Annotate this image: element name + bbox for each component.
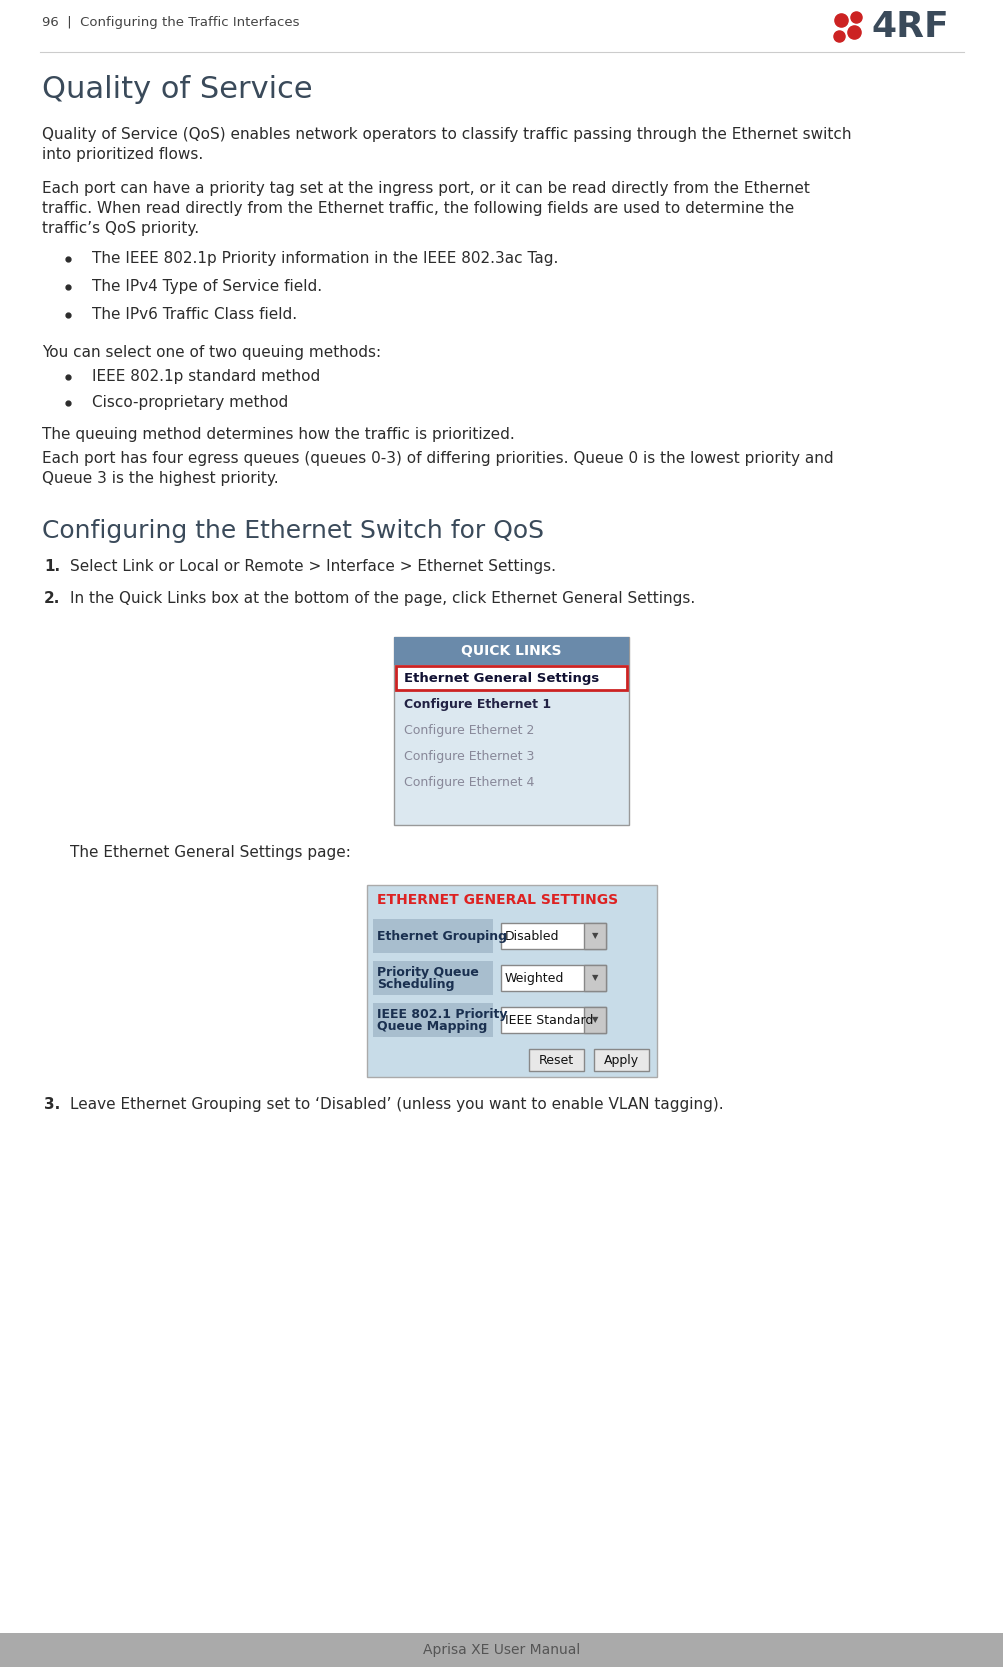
Bar (0, 1634, 1003, 1667)
Text: IEEE Standard: IEEE Standard (505, 1014, 593, 1027)
Text: Configure Ethernet 1: Configure Ethernet 1 (403, 697, 551, 710)
Bar (373, 919, 492, 954)
Text: traffic. When read directly from the Ethernet traffic, the following fields are : traffic. When read directly from the Eth… (42, 202, 793, 217)
Text: Ethernet General Settings: Ethernet General Settings (403, 672, 599, 685)
Text: Apply: Apply (604, 1054, 639, 1067)
Text: Disabled: Disabled (505, 930, 559, 942)
Text: The IPv6 Traffic Class field.: The IPv6 Traffic Class field. (92, 307, 297, 322)
Bar (373, 1004, 492, 1037)
Text: Each port has four egress queues (queues 0-3) of differing priorities. Queue 0 i: Each port has four egress queues (queues… (42, 452, 832, 467)
Bar (393, 637, 628, 825)
Text: Ethernet Grouping: Ethernet Grouping (376, 930, 507, 942)
Text: The Ethernet General Settings page:: The Ethernet General Settings page: (70, 845, 350, 860)
Text: 2.: 2. (44, 592, 60, 607)
Text: QUICK LINKS: QUICK LINKS (460, 643, 562, 658)
Bar (529, 1049, 584, 1070)
Text: Reset: Reset (539, 1054, 574, 1067)
Text: Configure Ethernet 4: Configure Ethernet 4 (403, 775, 534, 788)
Text: ETHERNET GENERAL SETTINGS: ETHERNET GENERAL SETTINGS (376, 894, 618, 907)
Bar (500, 924, 606, 949)
Text: The IEEE 802.1p Priority information in the IEEE 802.3ac Tag.: The IEEE 802.1p Priority information in … (92, 252, 558, 267)
Text: Queue 3 is the highest priority.: Queue 3 is the highest priority. (42, 472, 279, 487)
Bar (584, 965, 606, 990)
Text: Configure Ethernet 2: Configure Ethernet 2 (403, 723, 534, 737)
Bar (500, 965, 606, 990)
Text: Each port can have a priority tag set at the ingress port, or it can be read dir: Each port can have a priority tag set at… (42, 182, 809, 197)
Bar (393, 637, 628, 665)
Text: The queuing method determines how the traffic is prioritized.: The queuing method determines how the tr… (42, 427, 515, 442)
Text: 96  |  Configuring the Traffic Interfaces: 96 | Configuring the Traffic Interfaces (42, 15, 299, 28)
Bar (500, 1007, 606, 1034)
Text: Priority Queue: Priority Queue (376, 965, 478, 979)
Text: 4RF: 4RF (871, 10, 948, 43)
Bar (373, 960, 492, 995)
Text: Cisco-proprietary method: Cisco-proprietary method (92, 395, 288, 410)
Bar (584, 1007, 606, 1034)
Text: Leave Ethernet Grouping set to ‘Disabled’ (unless you want to enable VLAN taggin: Leave Ethernet Grouping set to ‘Disabled… (70, 1097, 723, 1112)
Text: Configure Ethernet 3: Configure Ethernet 3 (403, 750, 534, 762)
Text: Configuring the Ethernet Switch for QoS: Configuring the Ethernet Switch for QoS (42, 518, 544, 543)
Bar (395, 667, 627, 690)
Text: Queue Mapping: Queue Mapping (376, 1020, 486, 1032)
Text: Quality of Service (QoS) enables network operators to classify traffic passing t: Quality of Service (QoS) enables network… (42, 127, 851, 142)
Text: In the Quick Links box at the bottom of the page, click Ethernet General Setting: In the Quick Links box at the bottom of … (70, 592, 694, 607)
Text: IEEE 802.1p standard method: IEEE 802.1p standard method (92, 368, 320, 383)
Text: Select Link or Local or Remote > Interface > Ethernet Settings.: Select Link or Local or Remote > Interfa… (70, 558, 556, 573)
Text: You can select one of two queuing methods:: You can select one of two queuing method… (42, 345, 381, 360)
Bar (594, 1049, 648, 1070)
Text: ▼: ▼ (591, 1015, 598, 1025)
Text: into prioritized flows.: into prioritized flows. (42, 147, 203, 162)
Text: ▼: ▼ (591, 932, 598, 940)
Bar (584, 924, 606, 949)
Text: Quality of Service: Quality of Service (42, 75, 312, 103)
Text: Weighted: Weighted (505, 972, 564, 985)
Text: Scheduling: Scheduling (376, 977, 454, 990)
Text: Aprisa XE User Manual: Aprisa XE User Manual (423, 1644, 580, 1657)
Text: The IPv4 Type of Service field.: The IPv4 Type of Service field. (92, 278, 322, 293)
Text: 3.: 3. (44, 1097, 60, 1112)
Text: ▼: ▼ (591, 974, 598, 982)
Text: IEEE 802.1 Priority: IEEE 802.1 Priority (376, 1007, 507, 1020)
Text: traffic’s QoS priority.: traffic’s QoS priority. (42, 222, 199, 237)
Text: 1.: 1. (44, 558, 60, 573)
Bar (367, 885, 656, 1077)
